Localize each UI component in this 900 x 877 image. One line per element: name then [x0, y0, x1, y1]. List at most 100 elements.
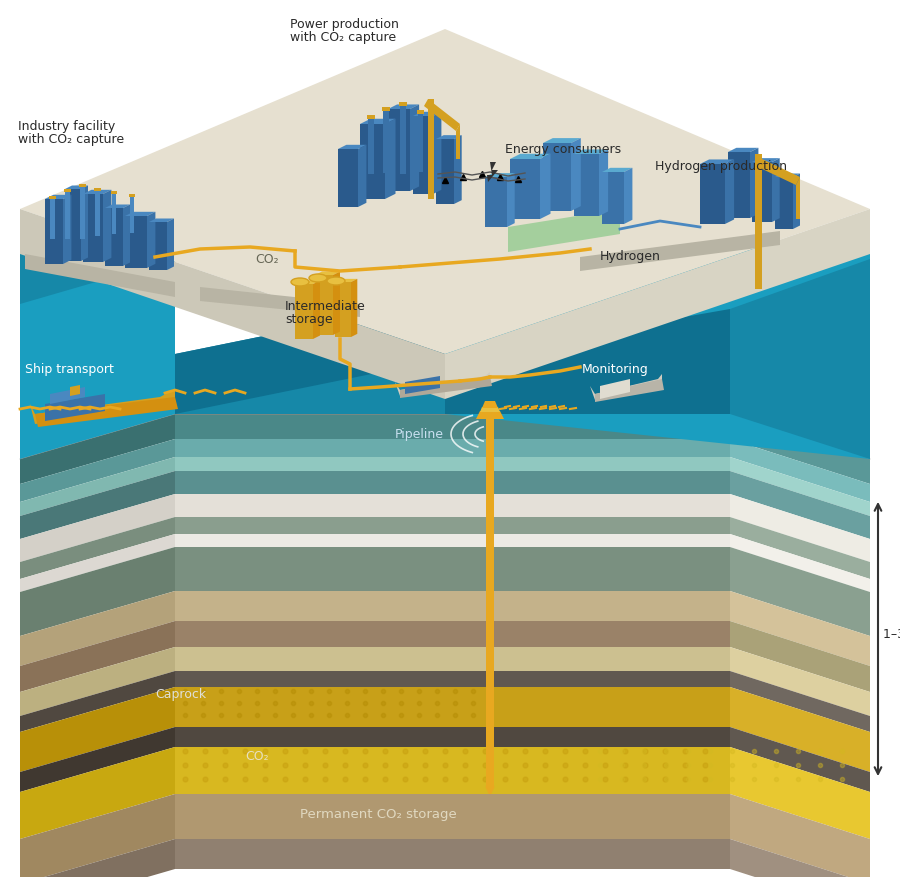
Polygon shape [574, 155, 599, 217]
Polygon shape [175, 300, 445, 415]
Polygon shape [395, 373, 490, 396]
Polygon shape [20, 415, 175, 484]
Polygon shape [730, 439, 870, 503]
Polygon shape [700, 160, 734, 165]
Polygon shape [358, 146, 366, 208]
Polygon shape [175, 688, 730, 727]
Polygon shape [388, 105, 419, 110]
Ellipse shape [327, 278, 345, 286]
Polygon shape [482, 402, 498, 409]
Polygon shape [105, 209, 123, 267]
Polygon shape [175, 458, 730, 472]
Polygon shape [730, 495, 870, 562]
Polygon shape [30, 389, 175, 424]
Ellipse shape [309, 275, 327, 282]
Polygon shape [50, 388, 85, 404]
Polygon shape [79, 185, 86, 188]
Polygon shape [20, 794, 175, 877]
Polygon shape [95, 192, 100, 237]
Polygon shape [35, 397, 178, 427]
Polygon shape [20, 547, 175, 637]
Polygon shape [445, 230, 870, 460]
Polygon shape [624, 168, 633, 225]
Polygon shape [454, 136, 462, 204]
Polygon shape [20, 621, 175, 692]
Polygon shape [20, 747, 175, 839]
Polygon shape [20, 727, 175, 792]
Polygon shape [20, 839, 175, 877]
Polygon shape [485, 178, 507, 228]
Polygon shape [175, 591, 730, 621]
Polygon shape [730, 591, 870, 667]
Polygon shape [772, 159, 779, 223]
Text: Hydrogen production: Hydrogen production [655, 160, 787, 173]
Polygon shape [700, 165, 725, 225]
Polygon shape [175, 472, 730, 495]
Polygon shape [123, 205, 130, 267]
Polygon shape [333, 272, 340, 336]
Polygon shape [335, 280, 357, 282]
Polygon shape [65, 193, 70, 239]
Polygon shape [600, 380, 630, 400]
Polygon shape [45, 196, 71, 200]
Polygon shape [602, 173, 624, 225]
Polygon shape [456, 125, 460, 160]
Polygon shape [360, 125, 385, 200]
Polygon shape [175, 439, 730, 458]
Polygon shape [367, 116, 375, 120]
Polygon shape [755, 155, 762, 289]
Text: storage: storage [285, 312, 333, 325]
Polygon shape [20, 534, 175, 592]
Text: Pipeline: Pipeline [395, 427, 444, 440]
Polygon shape [752, 163, 772, 223]
Polygon shape [112, 195, 116, 235]
Polygon shape [730, 794, 870, 877]
Polygon shape [105, 205, 130, 209]
Polygon shape [129, 195, 135, 198]
Polygon shape [45, 395, 105, 422]
Polygon shape [20, 688, 175, 772]
Polygon shape [730, 458, 870, 517]
Polygon shape [20, 439, 175, 503]
Polygon shape [385, 119, 395, 200]
Polygon shape [175, 621, 730, 647]
Polygon shape [351, 280, 357, 338]
Polygon shape [510, 160, 540, 220]
Polygon shape [775, 175, 800, 178]
Polygon shape [25, 254, 175, 297]
Text: Industry facility: Industry facility [18, 120, 115, 132]
Polygon shape [487, 163, 498, 182]
Polygon shape [388, 110, 410, 192]
Polygon shape [65, 186, 88, 189]
Polygon shape [436, 136, 462, 139]
Text: CO₂: CO₂ [245, 749, 268, 762]
Polygon shape [413, 112, 441, 117]
Polygon shape [730, 415, 870, 484]
Polygon shape [368, 120, 374, 175]
Polygon shape [730, 839, 870, 877]
Polygon shape [20, 517, 175, 580]
Polygon shape [147, 212, 156, 268]
Polygon shape [399, 103, 407, 107]
Polygon shape [175, 794, 730, 839]
Polygon shape [436, 139, 454, 204]
Polygon shape [200, 288, 360, 317]
Polygon shape [175, 727, 730, 747]
Polygon shape [508, 210, 620, 253]
Polygon shape [63, 196, 71, 265]
Text: with CO₂ capture: with CO₂ capture [290, 31, 396, 44]
Polygon shape [485, 174, 515, 178]
Text: Ship transport: Ship transport [25, 362, 114, 375]
Polygon shape [725, 160, 734, 225]
Polygon shape [418, 115, 423, 173]
Polygon shape [20, 210, 175, 304]
Polygon shape [510, 154, 551, 160]
Polygon shape [313, 282, 320, 339]
Polygon shape [445, 210, 870, 400]
Polygon shape [571, 139, 580, 211]
Polygon shape [70, 386, 80, 396]
Polygon shape [382, 108, 390, 112]
Polygon shape [175, 517, 730, 534]
Polygon shape [175, 547, 730, 591]
Text: with CO₂ capture: with CO₂ capture [18, 132, 124, 146]
